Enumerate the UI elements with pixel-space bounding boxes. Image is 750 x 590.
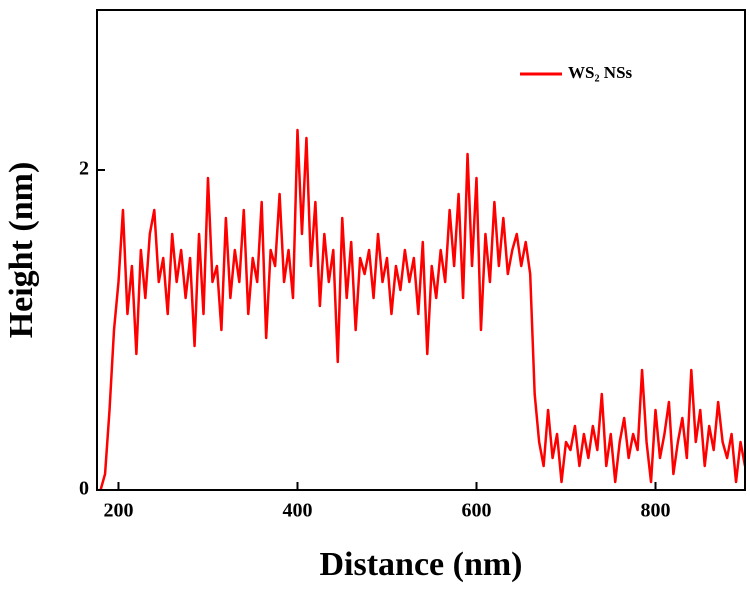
- legend-label: WS₂ NSs: [568, 63, 633, 82]
- y-tick-label: 0: [79, 478, 89, 500]
- data-line: [99, 128, 745, 490]
- x-tick-label: 600: [461, 500, 491, 522]
- x-tick-label: 800: [640, 500, 670, 522]
- x-axis-label: Distance (nm): [319, 546, 522, 583]
- y-tick-label: 2: [79, 158, 89, 180]
- y-axis-label: Height (nm): [3, 162, 40, 339]
- x-tick-label: 400: [282, 500, 312, 522]
- x-tick-label: 200: [103, 500, 133, 522]
- plot-frame: [96, 9, 746, 491]
